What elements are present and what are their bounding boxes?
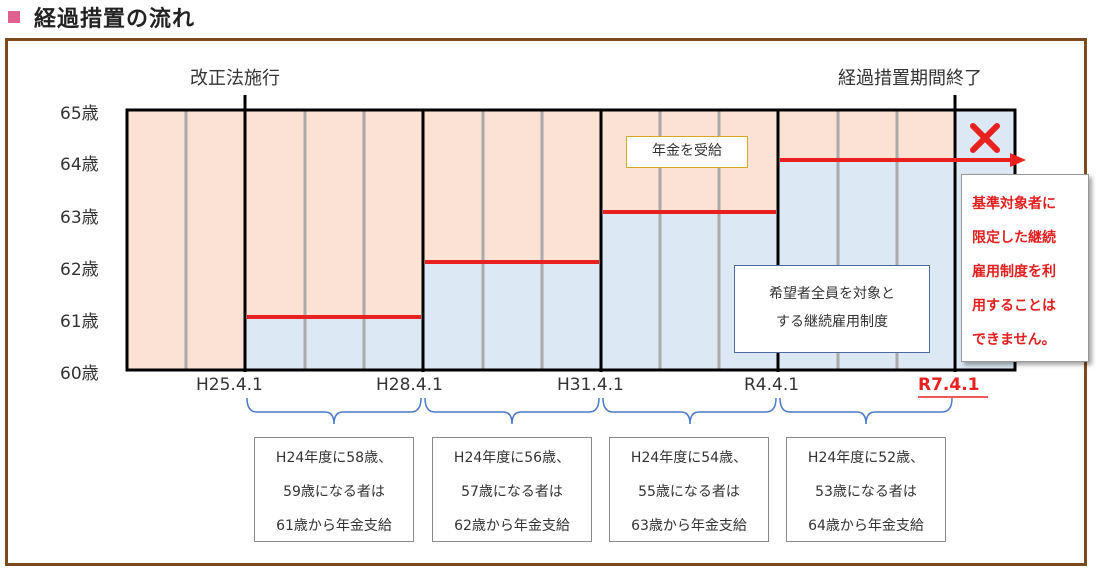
- bracket-4: [779, 397, 953, 425]
- law-enforcement-label: 改正法施行: [190, 68, 280, 89]
- date-label-r4: R4.4.1: [744, 375, 800, 395]
- bracket-3: [602, 397, 777, 425]
- period-box-4-line-3: 64歳から年金支給: [808, 518, 924, 534]
- cross-mark-icon: [970, 123, 1000, 153]
- pension-label: 年金を受給: [626, 136, 748, 168]
- age-label-64: 64歳: [60, 155, 99, 175]
- warning-note: 基準対象者に 限定した継続 雇用制度を利 用することは できません。: [961, 174, 1089, 362]
- warning-line-3: 雇用制度を利: [972, 264, 1056, 280]
- warning-line-4: 用することは: [972, 298, 1056, 314]
- period-box-3-line-2: 55歳になる者は: [638, 484, 740, 500]
- period-box-2: H24年度に56歳、 57歳になる者は 62歳から年金支給: [432, 437, 592, 542]
- arrow-head-icon: [1010, 153, 1026, 167]
- bracket-2: [424, 397, 600, 425]
- period-box-4: H24年度に52歳、 53歳になる者は 64歳から年金支給: [786, 437, 946, 542]
- warning-line-1: 基準対象者に: [972, 196, 1056, 212]
- period-box-1-line-1: H24年度に58歳、: [275, 450, 393, 466]
- age-label-63: 63歳: [60, 208, 99, 228]
- period-box-2-line-1: H24年度に56歳、: [453, 450, 571, 466]
- warning-line-2: 限定した継続: [972, 230, 1056, 246]
- title-row: 経過措置の流れ: [8, 2, 195, 32]
- pension-age-lines: [247, 158, 1012, 319]
- employment-system-line-1: 希望者全員を対象と: [769, 286, 895, 302]
- period-brackets: [246, 397, 953, 425]
- employment-system-line-2: する継続雇用制度: [776, 314, 888, 330]
- date-label-h28: H28.4.1: [376, 375, 443, 395]
- age-label-60: 60歳: [60, 364, 99, 384]
- date-label-r7: R7.4.1: [918, 375, 980, 395]
- employment-area-2: [423, 262, 601, 370]
- date-label-h31: H31.4.1: [557, 375, 624, 395]
- title-bullet-icon: [8, 11, 20, 23]
- period-box-4-line-2: 53歳になる者は: [815, 484, 917, 500]
- date-label-h25: H25.4.1: [196, 375, 263, 395]
- period-box-3-line-1: H24年度に54歳、: [630, 450, 748, 466]
- period-box-4-line-1: H24年度に52歳、: [807, 450, 925, 466]
- period-box-1-line-2: 59歳になる者は: [283, 484, 385, 500]
- period-box-2-line-2: 57歳になる者は: [461, 484, 563, 500]
- page-title: 経過措置の流れ: [34, 7, 196, 32]
- transition-end-label: 経過措置期間終了: [838, 68, 982, 89]
- period-box-3-line-3: 63歳から年金支給: [631, 518, 747, 534]
- age-label-62: 62歳: [60, 260, 99, 280]
- period-box-2-line-3: 62歳から年金支給: [454, 518, 570, 534]
- bracket-1: [246, 397, 422, 425]
- age-label-61: 61歳: [60, 312, 99, 332]
- warning-line-5: できません。: [972, 332, 1056, 348]
- employment-system-box: 希望者全員を対象と する継続雇用制度: [734, 265, 930, 353]
- age-label-65: 65歳: [60, 104, 99, 124]
- period-box-3: H24年度に54歳、 55歳になる者は 63歳から年金支給: [609, 437, 769, 542]
- employment-area-1: [245, 318, 423, 370]
- period-box-1-line-3: 61歳から年金支給: [276, 518, 392, 534]
- period-box-1: H24年度に58歳、 59歳になる者は 61歳から年金支給: [254, 437, 414, 542]
